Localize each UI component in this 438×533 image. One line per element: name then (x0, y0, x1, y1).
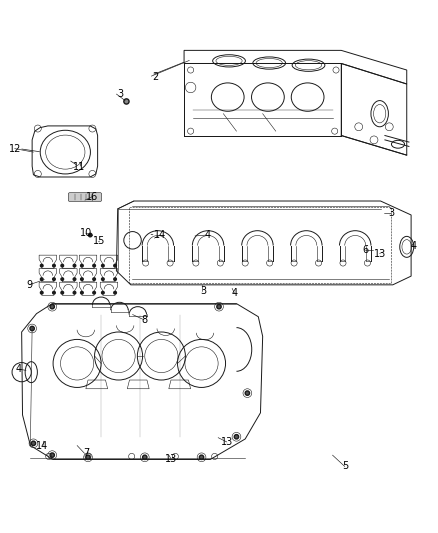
Circle shape (50, 304, 54, 309)
Text: 13: 13 (165, 454, 177, 464)
Text: 12: 12 (8, 143, 21, 154)
Text: 14: 14 (154, 230, 166, 240)
Text: 8: 8 (142, 315, 148, 325)
Circle shape (93, 264, 95, 267)
Text: 4: 4 (15, 364, 21, 374)
Bar (130, 207, 392, 283)
Text: 14: 14 (36, 440, 48, 450)
Text: 7: 7 (83, 448, 89, 458)
Circle shape (93, 292, 95, 294)
Text: 15: 15 (93, 236, 105, 246)
Text: 10: 10 (80, 228, 92, 238)
Circle shape (53, 278, 55, 280)
Circle shape (81, 292, 83, 294)
FancyBboxPatch shape (68, 193, 102, 201)
Circle shape (199, 455, 204, 459)
Circle shape (31, 441, 35, 446)
Circle shape (114, 264, 117, 267)
Circle shape (217, 304, 221, 309)
Circle shape (114, 292, 117, 294)
Circle shape (93, 278, 95, 280)
Circle shape (86, 455, 90, 459)
Text: 3: 3 (389, 208, 395, 218)
Text: 6: 6 (362, 245, 368, 255)
Text: 2: 2 (152, 71, 159, 82)
Circle shape (40, 278, 43, 280)
Text: 5: 5 (343, 462, 349, 472)
Circle shape (143, 455, 147, 459)
Circle shape (114, 278, 117, 280)
Text: 4: 4 (231, 288, 237, 298)
Circle shape (40, 264, 43, 267)
Circle shape (81, 264, 83, 267)
Circle shape (124, 99, 129, 104)
Circle shape (102, 278, 104, 280)
Circle shape (73, 292, 76, 294)
Text: 16: 16 (86, 192, 99, 201)
Text: 11: 11 (73, 162, 85, 172)
Circle shape (61, 264, 64, 267)
Circle shape (245, 391, 250, 395)
Circle shape (61, 292, 64, 294)
Text: 3: 3 (118, 89, 124, 99)
Circle shape (102, 264, 104, 267)
Circle shape (53, 292, 55, 294)
Text: 4: 4 (205, 230, 211, 240)
Circle shape (50, 453, 54, 457)
Circle shape (73, 278, 76, 280)
Circle shape (81, 278, 83, 280)
Circle shape (234, 434, 239, 439)
Circle shape (102, 292, 104, 294)
Text: 3: 3 (201, 286, 207, 295)
Circle shape (40, 292, 43, 294)
Text: 13: 13 (221, 437, 233, 447)
Circle shape (61, 278, 64, 280)
Circle shape (88, 233, 92, 237)
Circle shape (53, 264, 55, 267)
Circle shape (30, 326, 34, 330)
Text: 4: 4 (410, 240, 417, 251)
Text: 13: 13 (374, 249, 386, 259)
Text: 9: 9 (26, 280, 32, 290)
Circle shape (73, 264, 76, 267)
